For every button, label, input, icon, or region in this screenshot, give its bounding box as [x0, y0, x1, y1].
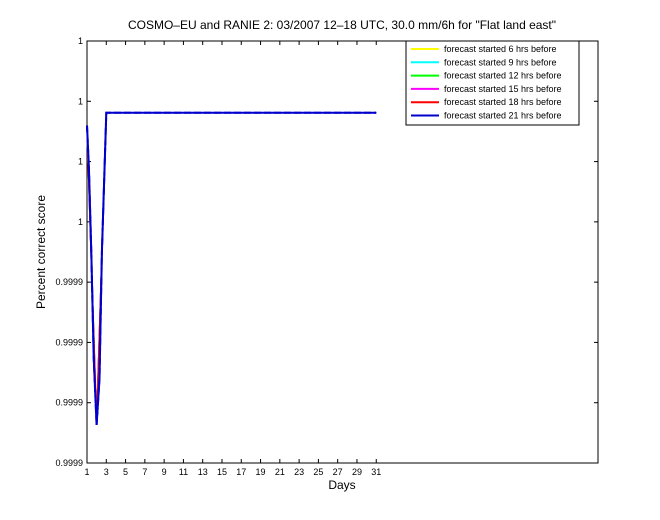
x-tick-label: 29 [352, 467, 362, 477]
legend-label: forecast started 18 hrs before [444, 97, 562, 107]
legend-label: forecast started 15 hrs before [444, 84, 562, 94]
x-tick-label: 5 [123, 467, 128, 477]
y-tick-label: 1 [78, 36, 83, 46]
x-tick-label: 1 [84, 467, 89, 477]
x-tick-label: 3 [104, 467, 109, 477]
y-axis-label: Percent correct score [34, 195, 48, 309]
chart-title: COSMO–EU and RANIE 2: 03/2007 12–18 UTC,… [128, 18, 556, 32]
x-tick-label: 9 [162, 467, 167, 477]
series-line-solid [86, 111, 377, 426]
x-tick-label: 21 [275, 467, 285, 477]
series-lines [86, 111, 377, 426]
legend: forecast started 6 hrs before forecast st… [405, 40, 580, 126]
legend-box [405, 40, 580, 126]
x-tick-label: 7 [142, 467, 147, 477]
y-tick-label: 1 [78, 157, 83, 167]
y-tick-label: 1 [78, 217, 83, 227]
y-tick-label: 1 [78, 96, 83, 106]
x-tick-label: 17 [236, 467, 246, 477]
x-tick-label: 11 [179, 467, 188, 477]
x-axis: 1 3 5 7 9 11 13 15 17 19 21 23 25 27 29 31 [84, 41, 381, 477]
y-tick-label: 0.9999 [55, 398, 83, 408]
legend-label: forecast started 9 hrs before [444, 57, 557, 67]
x-tick-label: 25 [313, 467, 323, 477]
x-tick-label: 19 [256, 467, 266, 477]
x-tick-label: 13 [198, 467, 208, 477]
x-tick-label: 15 [217, 467, 227, 477]
y-tick-label: 0.9999 [55, 277, 83, 287]
x-tick-label: 23 [294, 467, 304, 477]
x-tick-label: 27 [333, 467, 343, 477]
x-tick-label: 31 [371, 467, 381, 477]
legend-label: forecast started 12 hrs before [444, 71, 562, 81]
legend-label: forecast started 21 hrs before [444, 111, 562, 121]
y-axis: 0.9999 0.9999 0.9999 0.9999 1 1 1 1 [55, 36, 598, 468]
legend-label: forecast started 6 hrs before [444, 44, 557, 54]
y-tick-label: 0.9999 [55, 337, 83, 347]
y-tick-label: 0.9999 [55, 458, 83, 468]
x-axis-label: Days [328, 478, 355, 492]
